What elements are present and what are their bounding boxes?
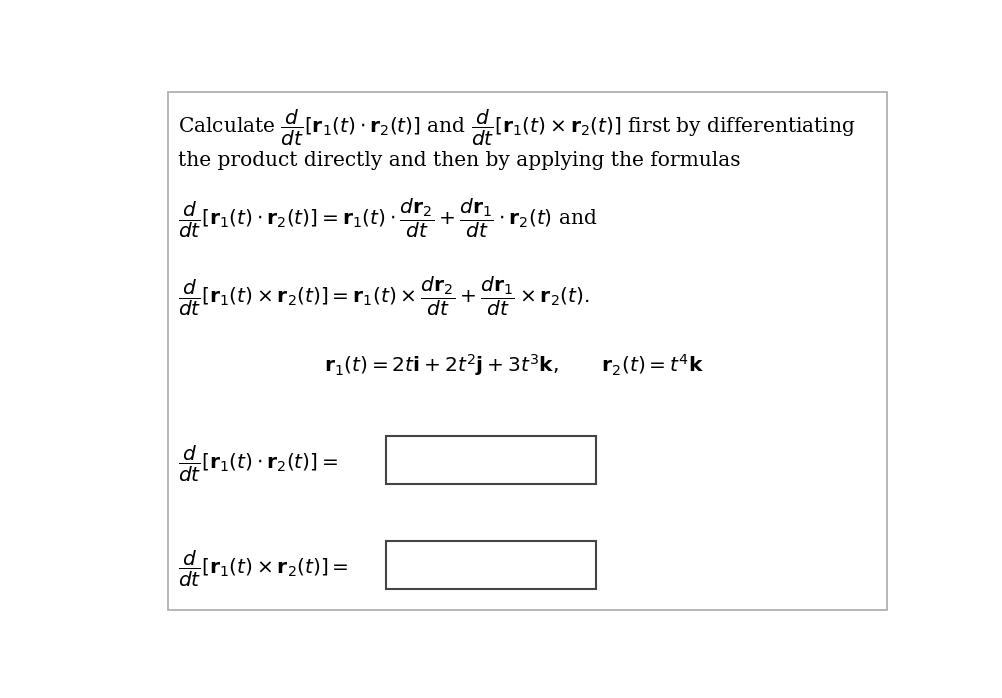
Text: $\dfrac{d}{dt}[\mathbf{r}_1(t) \cdot \mathbf{r}_2(t)] = $: $\dfrac{d}{dt}[\mathbf{r}_1(t) \cdot \ma… [178,444,338,484]
Text: $\dfrac{d}{dt}[\mathbf{r}_1(t) \times \mathbf{r}_2(t)] = \mathbf{r}_1(t) \times : $\dfrac{d}{dt}[\mathbf{r}_1(t) \times \m… [178,274,589,318]
Text: Calculate $\dfrac{d}{dt}[\mathbf{r}_1(t) \cdot \mathbf{r}_2(t)]$ and $\dfrac{d}{: Calculate $\dfrac{d}{dt}[\mathbf{r}_1(t)… [178,108,855,148]
Text: the product directly and then by applying the formulas: the product directly and then by applyin… [178,151,740,170]
Text: $\mathbf{r}_1(t) = 2t\mathbf{i} + 2t^2\mathbf{j} + 3t^3\mathbf{k},\qquad \mathbf: $\mathbf{r}_1(t) = 2t\mathbf{i} + 2t^2\m… [324,352,703,378]
Bar [386,436,595,484]
Text: $\dfrac{d}{dt}[\mathbf{r}_1(t) \times \mathbf{r}_2(t)] = $: $\dfrac{d}{dt}[\mathbf{r}_1(t) \times \m… [178,549,349,589]
Bar [386,541,595,589]
Text: $\dfrac{d}{dt}[\mathbf{r}_1(t) \cdot \mathbf{r}_2(t)] = \mathbf{r}_1(t) \cdot \d: $\dfrac{d}{dt}[\mathbf{r}_1(t) \cdot \ma… [178,197,597,240]
